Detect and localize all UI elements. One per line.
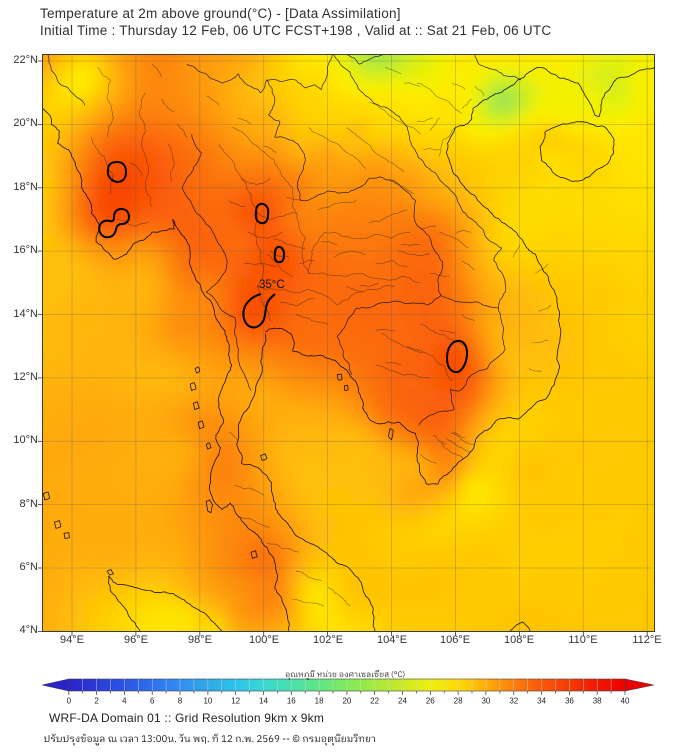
svg-text:32: 32: [509, 697, 518, 706]
svg-text:2: 2: [94, 697, 99, 706]
svg-text:26: 26: [426, 697, 435, 706]
svg-text:22: 22: [370, 697, 379, 706]
svg-text:24: 24: [398, 697, 407, 706]
svg-text:18: 18: [315, 697, 324, 706]
svg-text:12: 12: [231, 697, 240, 706]
svg-text:36: 36: [565, 697, 574, 706]
svg-text:20: 20: [342, 697, 351, 706]
svg-text:40: 40: [621, 697, 630, 706]
svg-text:30: 30: [481, 697, 490, 706]
svg-text:8: 8: [178, 697, 183, 706]
svg-text:34: 34: [537, 697, 546, 706]
svg-text:38: 38: [593, 697, 602, 706]
svg-text:4: 4: [122, 697, 127, 706]
svg-text:16: 16: [287, 697, 296, 706]
svg-text:0: 0: [67, 697, 72, 706]
svg-text:10: 10: [203, 697, 212, 706]
svg-text:14: 14: [259, 697, 268, 706]
svg-text:35°C: 35°C: [259, 279, 285, 291]
svg-text:28: 28: [454, 697, 463, 706]
svg-text:6: 6: [150, 697, 155, 706]
